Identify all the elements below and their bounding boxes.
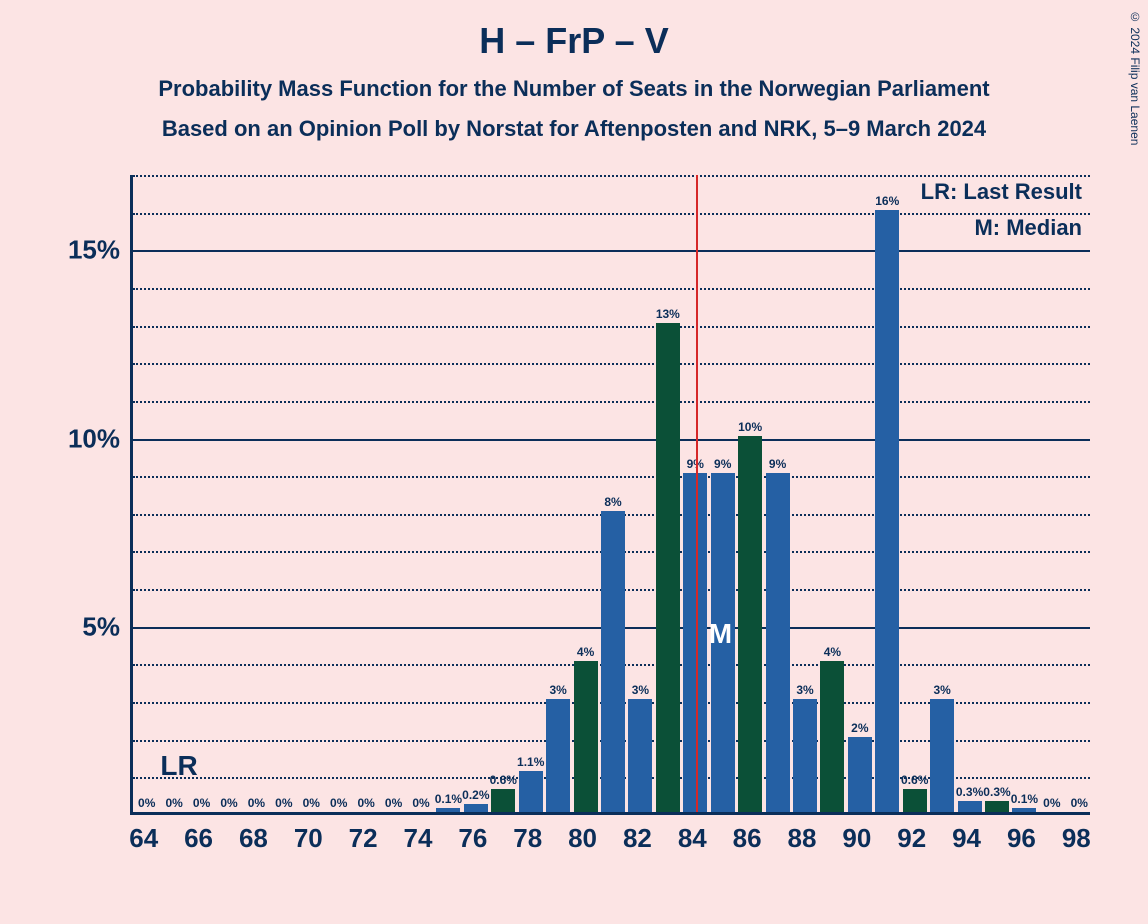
x-axis-label: 78 (513, 823, 542, 854)
median-line (696, 175, 698, 812)
bar-value-label: 0.1% (1011, 792, 1038, 808)
bar: 2% (848, 737, 872, 812)
bar-value-label: 0% (193, 796, 210, 812)
legend-last-result: LR: Last Result (921, 179, 1082, 205)
bar: 0.3% (958, 801, 982, 812)
bar-value-label: 2% (851, 721, 868, 737)
gridline-minor (133, 363, 1090, 365)
bar: 8% (601, 511, 625, 812)
x-axis-label: 64 (129, 823, 158, 854)
bar: 0.1% (1012, 808, 1036, 812)
x-axis-label: 70 (294, 823, 323, 854)
bar-value-label: 0.2% (462, 788, 489, 804)
x-axis-label: 76 (458, 823, 487, 854)
bar: 0.6% (491, 789, 515, 812)
bar: 0.3% (985, 801, 1009, 812)
gridline-minor (133, 401, 1090, 403)
x-axis-label: 94 (952, 823, 981, 854)
bar-value-label: 3% (632, 683, 649, 699)
x-axis-label: 84 (678, 823, 707, 854)
chart-title: H – FrP – V (0, 0, 1148, 62)
x-axis-label: 80 (568, 823, 597, 854)
bar-value-label: 0% (330, 796, 347, 812)
x-axis-label: 86 (733, 823, 762, 854)
bar-value-label: 0% (385, 796, 402, 812)
chart-container: LR: Last Result M: Median 0% 0% 0% 0% 0% 0% 0%… (60, 175, 1100, 875)
x-axis-label: 96 (1007, 823, 1036, 854)
bar: 13% (656, 323, 680, 812)
bar-value-label: 16% (875, 194, 899, 210)
bar: 0.1% (436, 808, 460, 812)
bar-value-label: 10% (738, 420, 762, 436)
bar-value-label: 3% (549, 683, 566, 699)
y-axis-label: 5% (30, 611, 120, 642)
x-axis-label: 72 (349, 823, 378, 854)
chart-subtitle-2: Based on an Opinion Poll by Norstat for … (0, 116, 1148, 142)
gridline-minor (133, 213, 1090, 215)
bar: 10% (738, 436, 762, 812)
gridline-minor (133, 175, 1090, 177)
legend-median: M: Median (974, 215, 1082, 241)
bar: 0.6% (903, 789, 927, 812)
x-axis-label: 74 (404, 823, 433, 854)
bar-value-label: 4% (577, 645, 594, 661)
x-axis-label: 68 (239, 823, 268, 854)
y-axis-label: 10% (30, 423, 120, 454)
bar-value-label: 3% (796, 683, 813, 699)
bar: 3% (628, 699, 652, 812)
bar-value-label: 0% (1071, 796, 1088, 812)
bar: 9% (766, 473, 790, 812)
gridline-major (133, 439, 1090, 441)
bar-value-label: 8% (604, 495, 621, 511)
bar: 3% (793, 699, 817, 812)
bar-value-label: 0.6% (490, 773, 517, 789)
bar-value-label: 0% (248, 796, 265, 812)
bar: 3% (546, 699, 570, 812)
bar: 3% (930, 699, 954, 812)
gridline-minor (133, 326, 1090, 328)
bar-value-label: 0% (220, 796, 237, 812)
bar: 16% (875, 210, 899, 812)
bar-value-label: 0.6% (901, 773, 928, 789)
bar-value-label: 0.1% (435, 792, 462, 808)
bar-value-label: 0% (138, 796, 155, 812)
bar: 0.2% (464, 804, 488, 812)
bar-value-label: 0% (1043, 796, 1060, 812)
bar: 1.1% (519, 771, 543, 812)
bar-value-label: 0.3% (956, 785, 983, 801)
x-axis-label: 82 (623, 823, 652, 854)
x-axis-label: 88 (788, 823, 817, 854)
bar-value-label: 0% (412, 796, 429, 812)
x-axis-label: 90 (842, 823, 871, 854)
bar-value-label: 0% (357, 796, 374, 812)
bar: 4% (574, 661, 598, 812)
bar-value-label: 9% (769, 457, 786, 473)
copyright-text: © 2024 Filip van Laenen (1128, 10, 1142, 145)
gridline-minor (133, 476, 1090, 478)
y-axis-label: 15% (30, 235, 120, 266)
gridline-major (133, 250, 1090, 252)
bar-value-label: 0.3% (983, 785, 1010, 801)
x-axis-label: 98 (1062, 823, 1091, 854)
bar-value-label: 1.1% (517, 755, 544, 771)
bar-value-label: 13% (656, 307, 680, 323)
bar-value-label: 0% (303, 796, 320, 812)
bar: 4% (820, 661, 844, 812)
last-result-marker: LR (160, 750, 197, 782)
median-marker: M (709, 618, 732, 650)
bar-value-label: 0% (165, 796, 182, 812)
bar-value-label: 3% (933, 683, 950, 699)
chart-subtitle-1: Probability Mass Function for the Number… (0, 76, 1148, 102)
bar-value-label: 4% (824, 645, 841, 661)
x-axis-label: 66 (184, 823, 213, 854)
gridline-minor (133, 288, 1090, 290)
bar-value-label: 9% (714, 457, 731, 473)
x-axis-label: 92 (897, 823, 926, 854)
plot-area: LR: Last Result M: Median 0% 0% 0% 0% 0% 0% 0%… (130, 175, 1090, 815)
bar-value-label: 0% (275, 796, 292, 812)
